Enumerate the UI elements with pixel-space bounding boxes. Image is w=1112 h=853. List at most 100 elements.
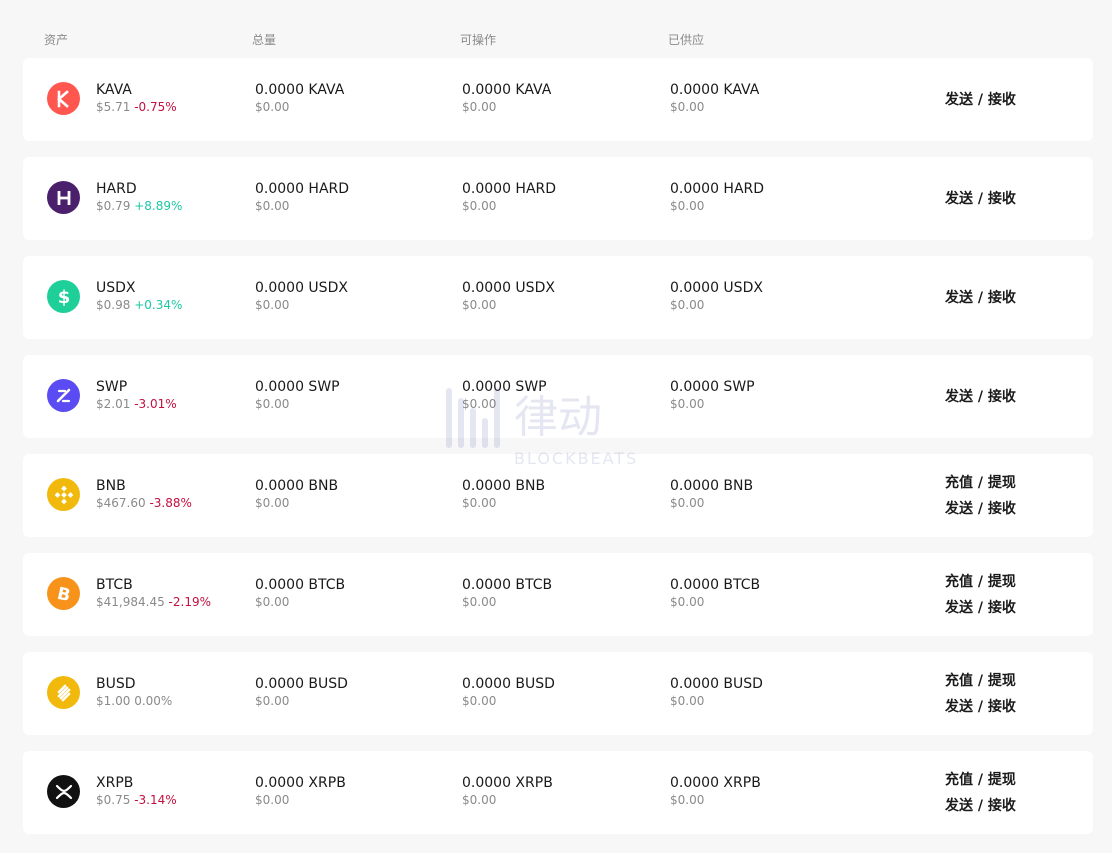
deposit-withdraw-button[interactable]: 充值 / 提现 <box>945 573 1016 590</box>
deposit-withdraw-button[interactable]: 充值 / 提现 <box>945 672 1016 689</box>
asset-price: $1.00 <box>96 694 131 708</box>
available-amount: 0.0000 USDX <box>462 280 555 296</box>
header-supplied: 已供应 <box>668 33 705 47</box>
supplied-amount: 0.0000 USDX <box>670 280 763 296</box>
asset-price-line: $1.00 0.00% <box>96 693 172 709</box>
send-receive-button[interactable]: 发送 / 接收 <box>945 388 1016 405</box>
header-available: 可操作 <box>460 33 497 47</box>
total-cell: 0.0000 KAVA $0.00 <box>255 81 344 115</box>
header-asset: 资产 <box>44 33 69 47</box>
available-usd: $0.00 <box>462 397 497 411</box>
price-change: -3.88% <box>149 496 192 510</box>
available-amount: 0.0000 KAVA <box>462 82 552 98</box>
asset-price-line: $467.60 -3.88% <box>96 495 192 511</box>
asset-symbol: KAVA <box>96 82 132 98</box>
price-change: +8.89% <box>134 199 183 213</box>
send-receive-button[interactable]: 发送 / 接收 <box>945 698 1016 715</box>
supplied-amount: 0.0000 KAVA <box>670 82 760 98</box>
supplied-amount: 0.0000 XRPB <box>670 775 761 791</box>
send-receive-button[interactable]: 发送 / 接收 <box>945 797 1016 814</box>
row-actions: 充值 / 提现 发送 / 接收 <box>945 454 1016 537</box>
row-actions: 充值 / 提现 发送 / 接收 <box>945 652 1016 735</box>
price-change: -0.75% <box>134 100 177 114</box>
swp-logo-icon <box>47 379 80 412</box>
total-amount: 0.0000 BNB <box>255 478 339 494</box>
asset-info: BNB $467.60 -3.88% <box>96 477 192 511</box>
asset-row-btcb: B BTCB $41,984.45 -2.19% 0.0000 BTCB $0.00 0.… <box>23 553 1093 636</box>
asset-symbol: SWP <box>96 379 128 395</box>
asset-symbol: USDX <box>96 280 136 296</box>
asset-price-line: $0.79 +8.89% <box>96 198 182 214</box>
row-actions: 充值 / 提现 发送 / 接收 <box>945 751 1016 834</box>
deposit-withdraw-button[interactable]: 充值 / 提现 <box>945 771 1016 788</box>
send-receive-button[interactable]: 发送 / 接收 <box>945 91 1016 108</box>
deposit-withdraw-button[interactable]: 充值 / 提现 <box>945 474 1016 491</box>
available-cell: 0.0000 SWP $0.00 <box>462 378 547 412</box>
bnb-logo-icon <box>47 478 80 511</box>
header-total: 总量 <box>252 33 277 47</box>
asset-price: $2.01 <box>96 397 131 411</box>
asset-info: KAVA $5.71 -0.75% <box>96 81 177 115</box>
asset-price-line: $5.71 -0.75% <box>96 99 177 115</box>
asset-row-swp: SWP $2.01 -3.01% 0.0000 SWP $0.00 0.0000 SWP… <box>23 355 1093 438</box>
asset-symbol: BTCB <box>96 577 133 593</box>
asset-info: BUSD $1.00 0.00% <box>96 675 172 709</box>
row-actions: 发送 / 接收 <box>945 355 1016 438</box>
asset-info: HARD $0.79 +8.89% <box>96 180 182 214</box>
available-usd: $0.00 <box>462 793 497 807</box>
total-usd: $0.00 <box>255 100 290 114</box>
asset-price-line: $41,984.45 -2.19% <box>96 594 211 610</box>
available-cell: 0.0000 BNB $0.00 <box>462 477 545 511</box>
asset-price-line: $0.75 -3.14% <box>96 792 177 808</box>
available-usd: $0.00 <box>462 199 497 213</box>
supplied-cell: 0.0000 BUSD $0.00 <box>670 675 763 709</box>
asset-table: KAVA $5.71 -0.75% 0.0000 KAVA $0.00 0.0000 K… <box>23 58 1093 850</box>
send-receive-button[interactable]: 发送 / 接收 <box>945 289 1016 306</box>
svg-text:B: B <box>55 584 72 604</box>
available-amount: 0.0000 SWP <box>462 379 547 395</box>
available-usd: $0.00 <box>462 496 497 510</box>
supplied-amount: 0.0000 BUSD <box>670 676 763 692</box>
supplied-amount: 0.0000 HARD <box>670 181 765 197</box>
total-amount: 0.0000 HARD <box>255 181 350 197</box>
total-usd: $0.00 <box>255 694 290 708</box>
supplied-usd: $0.00 <box>670 100 705 114</box>
available-cell: 0.0000 XRPB $0.00 <box>462 774 553 808</box>
supplied-cell: 0.0000 KAVA $0.00 <box>670 81 759 115</box>
send-receive-button[interactable]: 发送 / 接收 <box>945 500 1016 517</box>
available-usd: $0.00 <box>462 298 497 312</box>
price-change: 0.00% <box>134 694 173 708</box>
available-cell: 0.0000 BTCB $0.00 <box>462 576 552 610</box>
asset-info: XRPB $0.75 -3.14% <box>96 774 177 808</box>
supplied-cell: 0.0000 SWP $0.00 <box>670 378 755 412</box>
row-actions: 发送 / 接收 <box>945 58 1016 141</box>
total-amount: 0.0000 BUSD <box>255 676 348 692</box>
total-usd: $0.00 <box>255 595 290 609</box>
available-cell: 0.0000 KAVA $0.00 <box>462 81 551 115</box>
total-cell: 0.0000 BNB $0.00 <box>255 477 338 511</box>
supplied-usd: $0.00 <box>670 199 705 213</box>
available-cell: 0.0000 USDX $0.00 <box>462 279 555 313</box>
asset-symbol: HARD <box>96 181 137 197</box>
send-receive-button[interactable]: 发送 / 接收 <box>945 599 1016 616</box>
supplied-usd: $0.00 <box>670 496 705 510</box>
table-header: 资产 总量 可操作 已供应 <box>0 31 1112 49</box>
asset-row-kava: KAVA $5.71 -0.75% 0.0000 KAVA $0.00 0.0000 K… <box>23 58 1093 141</box>
asset-price: $0.98 <box>96 298 131 312</box>
supplied-amount: 0.0000 BNB <box>670 478 754 494</box>
asset-price-line: $0.98 +0.34% <box>96 297 182 313</box>
available-cell: 0.0000 HARD $0.00 <box>462 180 556 214</box>
available-usd: $0.00 <box>462 595 497 609</box>
asset-price-line: $2.01 -3.01% <box>96 396 177 412</box>
send-receive-button[interactable]: 发送 / 接收 <box>945 190 1016 207</box>
price-change: -3.01% <box>134 397 177 411</box>
available-amount: 0.0000 BNB <box>462 478 546 494</box>
row-actions: 发送 / 接收 <box>945 157 1016 240</box>
asset-info: SWP $2.01 -3.01% <box>96 378 177 412</box>
row-actions: 发送 / 接收 <box>945 256 1016 339</box>
total-amount: 0.0000 XRPB <box>255 775 346 791</box>
busd-logo-icon <box>47 676 80 709</box>
supplied-usd: $0.00 <box>670 694 705 708</box>
asset-symbol: BNB <box>96 478 126 494</box>
asset-symbol: XRPB <box>96 775 134 791</box>
